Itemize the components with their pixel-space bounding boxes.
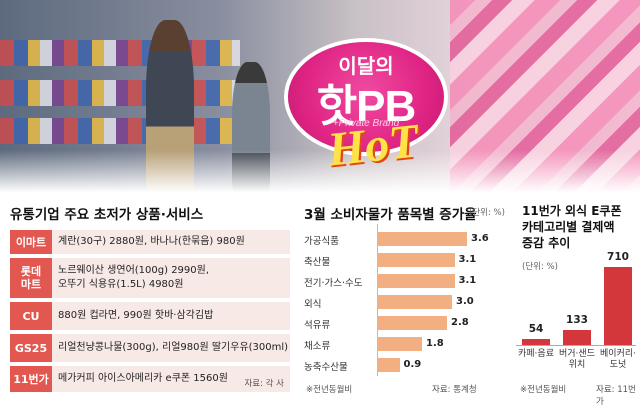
- bar-value-label: 3.1: [458, 254, 477, 265]
- retailer-tag: GS25: [10, 334, 52, 362]
- bar-value-label: 3.0: [456, 296, 474, 307]
- bar-value-label: 1.8: [426, 338, 444, 349]
- deal-line: 리얼천냥콩나물(300g), 리얼980원 딸기우유(300ml): [58, 342, 289, 353]
- right-chart-title: 11번가 외식 E쿠폰 카테고리별 결제액 증감 추이: [522, 203, 622, 251]
- bar-value-label: 710: [607, 251, 629, 264]
- pb-badge: 이달의 핫PB +Private Brand: [288, 42, 444, 152]
- retailer-tag: 이마트: [10, 230, 52, 254]
- bar-category-label: 외식: [304, 299, 322, 310]
- badge-sub-text: +Private Brand: [332, 118, 400, 129]
- bar-value-label: 54: [528, 323, 544, 336]
- hot-text: HoT: [325, 114, 421, 177]
- middle-chart-note: ※전년동월비: [306, 385, 353, 395]
- right-chart-title-line: 11번가 외식 E쿠폰: [522, 204, 622, 218]
- bar-category-label: 농축수산물: [304, 362, 348, 373]
- bar: [522, 339, 550, 345]
- bar-category-label: 축산물: [304, 257, 331, 268]
- bar-value-label: 0.9: [403, 359, 422, 370]
- bar: [377, 337, 422, 351]
- deal-line: 계란(30구) 2880원, 바나나(한묶음) 980원: [58, 236, 245, 247]
- deal-text: 노르웨이산 생연어(100g) 2990원, 오뚜기 식용유(1.5L) 4980…: [58, 258, 209, 298]
- bar: [377, 295, 452, 309]
- bar: [377, 232, 467, 246]
- bar: [563, 330, 591, 345]
- bar-category-label: 버거·샌드위치: [559, 349, 595, 370]
- retailer-tag: 롯데 마트: [10, 258, 52, 298]
- right-chart-note: ※전년동월비: [520, 385, 567, 395]
- deal-row: CU 880원 컵라면, 990원 핫바·삼각김밥: [10, 302, 290, 330]
- right-chart-source: 자료: 11번가: [596, 385, 636, 407]
- bar-category-label: 석유류: [304, 320, 331, 331]
- left-panel-source: 자료: 각 사: [244, 379, 284, 389]
- bar: [377, 316, 447, 330]
- right-chart-baseline: [516, 345, 636, 346]
- bar: [377, 358, 400, 372]
- deal-row: 롯데 마트 노르웨이산 생연어(100g) 2990원, 오뚜기 식용유(1.5L) …: [10, 258, 290, 298]
- deal-line: 노르웨이산 생연어(100g) 2990원,: [58, 265, 210, 276]
- photo-fade: [0, 150, 640, 200]
- badge-top-text: 이달의: [338, 56, 394, 78]
- store-shelf: [0, 118, 240, 144]
- retailer-tag: 11번가: [10, 366, 52, 392]
- bar: [604, 267, 632, 345]
- bar-category-label: 전기·가스·수도: [304, 278, 363, 289]
- deal-line: 메가커피 아이스아메리카 e쿠폰 1560원: [58, 373, 228, 384]
- deal-text: 880원 컵라면, 990원 핫바·삼각김밥: [58, 302, 213, 330]
- deal-row: GS25 리얼천냥콩나물(300g), 리얼980원 딸기우유(300ml): [10, 334, 290, 362]
- bar-value-label: 3.6: [471, 233, 489, 244]
- right-chart-unit: (단위: %): [522, 262, 558, 272]
- right-chart-title-line: 카테고리별 결제액: [522, 220, 615, 234]
- middle-chart-unit: (단위: %): [469, 208, 505, 218]
- store-shelf: [0, 40, 240, 66]
- badge-main-text: 핫PB: [316, 82, 417, 131]
- middle-chart-source: 자료: 통계청: [432, 385, 477, 395]
- deal-text: 계란(30구) 2880원, 바나나(한묶음) 980원: [58, 230, 245, 254]
- right-chart-title-line: 증감 추이: [522, 236, 571, 250]
- bar-category-label: 채소류: [304, 341, 331, 352]
- bar-category-label: 카페·음료: [518, 349, 554, 359]
- left-panel-title: 유통기업 주요 초저가 상품·서비스: [10, 207, 204, 223]
- deal-line: 오뚜기 식용유(1.5L) 4980원: [58, 279, 184, 290]
- retailer-tag: CU: [10, 302, 52, 330]
- deal-line: 880원 컵라면, 990원 핫바·삼각김밥: [58, 310, 214, 321]
- deal-text: 리얼천냥콩나물(300g), 리얼980원 딸기우유(300ml): [58, 334, 288, 362]
- bar-category-label: 가공식품: [304, 236, 339, 247]
- bar: [377, 274, 455, 288]
- bar-value-label: 3.1: [458, 275, 477, 286]
- store-shelf: [0, 80, 240, 106]
- bar: [377, 253, 455, 267]
- middle-chart-title: 3월 소비자물가 품목별 증가율: [304, 207, 477, 223]
- deal-text: 메가커피 아이스아메리카 e쿠폰 1560원: [58, 366, 228, 392]
- bar-value-label: 133: [566, 314, 588, 327]
- bar-value-label: 2.8: [451, 317, 469, 328]
- deal-row: 이마트 계란(30구) 2880원, 바나나(한묶음) 980원: [10, 230, 290, 254]
- bar-category-label: 베이커리·도넛: [600, 349, 636, 370]
